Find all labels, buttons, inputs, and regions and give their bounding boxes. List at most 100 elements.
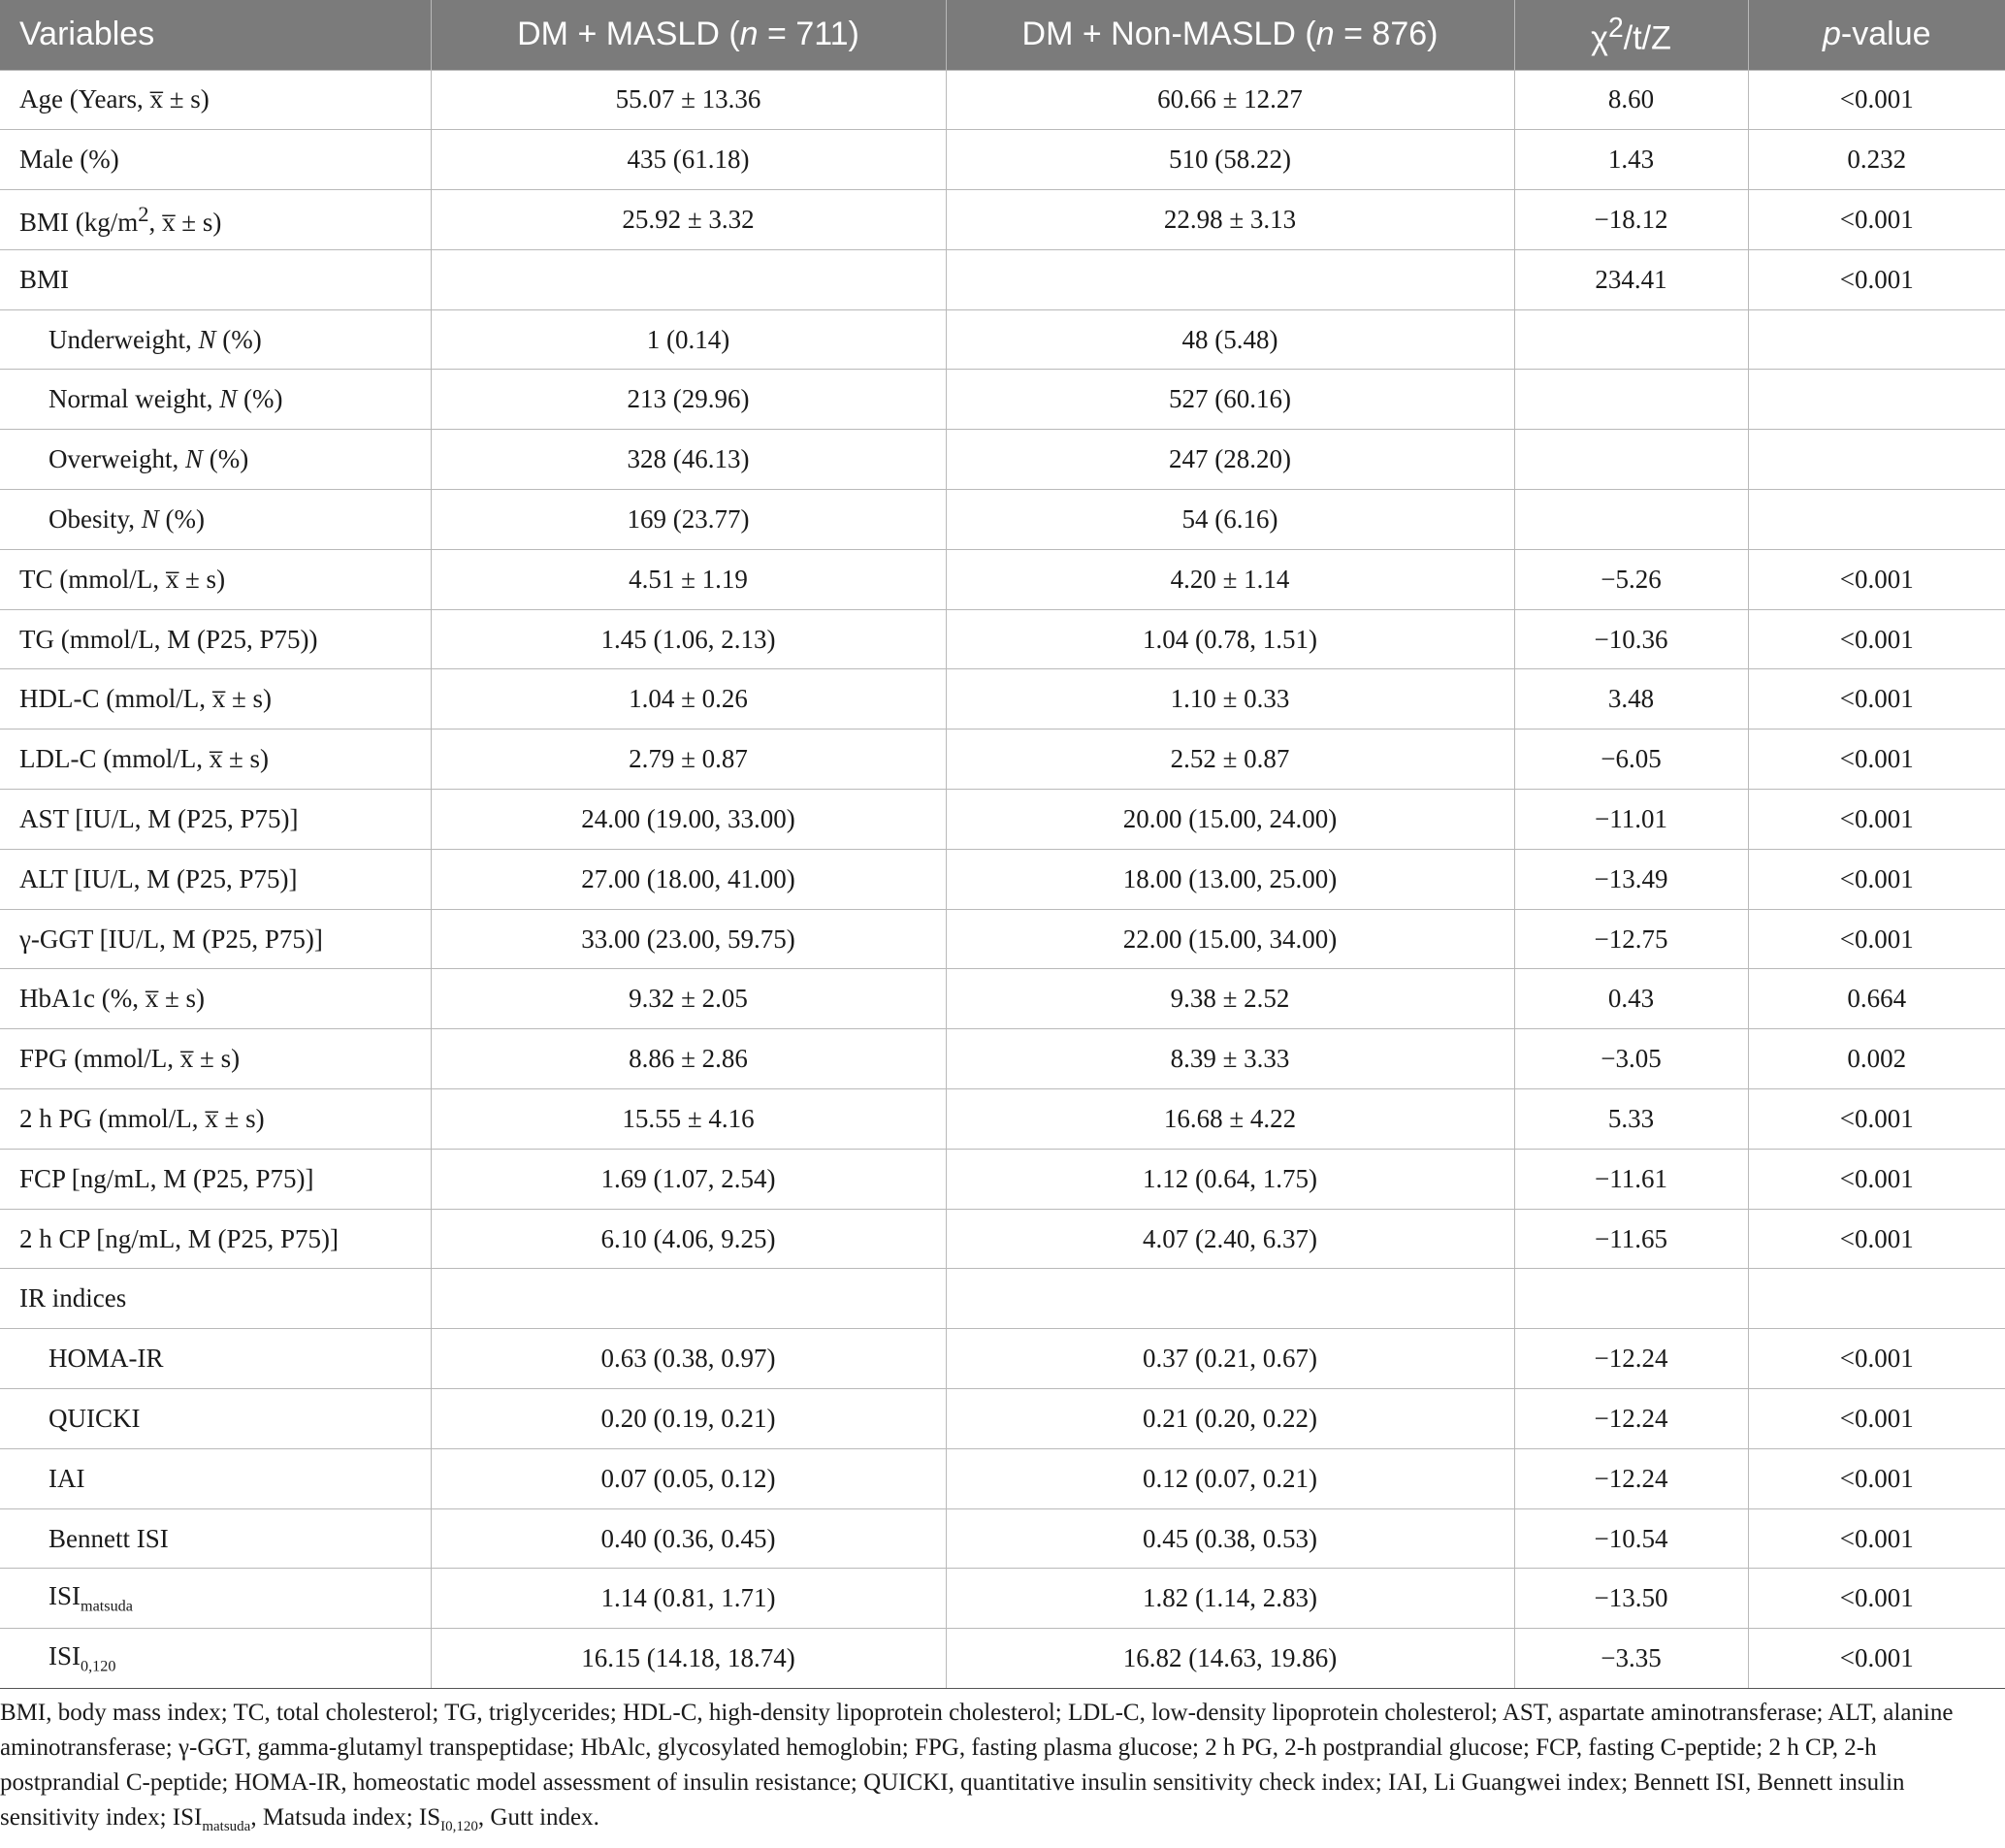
row-label: BMI (kg/m2, x̅ ± s): [0, 189, 431, 250]
cell-non-masld: 0.12 (0.07, 0.21): [945, 1447, 1514, 1509]
row-label: ALT [IU/L, M (P25, P75)]: [0, 848, 431, 910]
header-non-masld-prefix: DM + Non-MASLD (: [1021, 16, 1316, 53]
cell-non-masld: 1.82 (1.14, 2.83): [945, 1568, 1514, 1630]
cell-non-masld: 4.20 ± 1.14: [945, 548, 1514, 610]
cell-non-masld: 22.00 (15.00, 34.00): [945, 908, 1514, 970]
cell-pvalue: <0.001: [1747, 1628, 2005, 1690]
cell-masld: 1.04 ± 0.26: [430, 668, 946, 730]
table-row: FCP [ng/mL, M (P25, P75)] 1.69 (1.07, 2.…: [0, 1148, 2005, 1210]
table-row: QUICKI 0.20 (0.19, 0.21) 0.21 (0.20, 0.2…: [0, 1388, 2005, 1449]
cell-statistic: 5.33: [1513, 1088, 1748, 1150]
cell-pvalue: <0.001: [1747, 1388, 2005, 1449]
table-row: ISImatsuda 1.14 (0.81, 1.71) 1.82 (1.14,…: [0, 1568, 2005, 1630]
cell-masld: [430, 248, 946, 310]
table-header: Variables DM + MASLD (n = 711) DM + Non-…: [0, 0, 2005, 70]
cell-masld: 27.00 (18.00, 41.00): [430, 848, 946, 910]
cell-pvalue: <0.001: [1747, 608, 2005, 670]
row-label: HOMA-IR: [0, 1328, 431, 1390]
row-label-italic: N: [219, 384, 238, 414]
cell-statistic: −12.75: [1513, 908, 1748, 970]
row-label-pre: BMI (kg/m: [19, 207, 139, 237]
cell-pvalue: <0.001: [1747, 548, 2005, 610]
header-masld: DM + MASLD (n = 711): [430, 0, 946, 70]
cell-non-masld: 1.12 (0.64, 1.75): [945, 1148, 1514, 1210]
header-non-masld-n: n: [1315, 16, 1335, 53]
cell-non-masld: 54 (6.16): [945, 489, 1514, 550]
cell-non-masld: 247 (28.20): [945, 429, 1514, 491]
cell-pvalue: [1747, 369, 2005, 431]
header-stat-sup: 2: [1607, 12, 1624, 44]
cell-pvalue: [1747, 489, 2005, 550]
row-label-post: (%): [237, 384, 283, 414]
table-row: Age (Years, x̅ ± s) 55.07 ± 13.36 60.66 …: [0, 69, 2005, 131]
cell-non-masld: 0.21 (0.20, 0.22): [945, 1388, 1514, 1449]
header-masld-suffix: = 711): [758, 16, 859, 53]
cell-masld: 1 (0.14): [430, 308, 946, 371]
table-row: BMI 234.41 <0.001: [0, 248, 2005, 310]
row-label-post: (%): [158, 503, 205, 534]
cell-pvalue: 0.232: [1747, 129, 2005, 191]
cell-non-masld: 20.00 (15.00, 24.00): [945, 789, 1514, 850]
table-row: FPG (mmol/L, x̅ ± s) 8.86 ± 2.86 8.39 ± …: [0, 1028, 2005, 1090]
row-label: Overweight, N (%): [0, 429, 431, 491]
header-variables: Variables: [0, 0, 431, 70]
header-stat-rest: /t/Z: [1623, 18, 1671, 56]
cell-non-masld: 18.00 (13.00, 25.00): [945, 848, 1514, 910]
cell-non-masld: 60.66 ± 12.27: [945, 69, 1514, 131]
cell-masld: 0.63 (0.38, 0.97): [430, 1328, 946, 1390]
row-label: AST [IU/L, M (P25, P75)]: [0, 789, 431, 850]
row-label: 2 h PG (mmol/L, x̅ ± s): [0, 1088, 431, 1150]
cell-pvalue: <0.001: [1747, 1508, 2005, 1570]
header-variables-text: Variables: [19, 16, 155, 53]
table-body: Age (Years, x̅ ± s) 55.07 ± 13.36 60.66 …: [0, 69, 2005, 1690]
header-masld-prefix: DM + MASLD (: [517, 16, 740, 53]
cell-statistic: −13.50: [1513, 1568, 1748, 1630]
cell-statistic: [1513, 429, 1748, 491]
row-label: 2 h CP [ng/mL, M (P25, P75)]: [0, 1208, 431, 1270]
cell-statistic: 8.60: [1513, 69, 1748, 131]
cell-pvalue: <0.001: [1747, 848, 2005, 910]
cell-statistic: −10.54: [1513, 1508, 1748, 1570]
cell-non-masld: 4.07 (2.40, 6.37): [945, 1208, 1514, 1270]
row-label-pre: ISI: [49, 1640, 81, 1670]
table-footnote: BMI, body mass index; TC, total choleste…: [0, 1696, 1998, 1844]
footnote-part1: BMI, body mass index; TC, total choleste…: [0, 1700, 1954, 1831]
row-label-pre: Normal weight,: [49, 384, 220, 414]
cell-masld: 213 (29.96): [430, 369, 946, 431]
cell-statistic: −3.35: [1513, 1628, 1748, 1690]
cell-masld: 55.07 ± 13.36: [430, 69, 946, 131]
cell-statistic: 234.41: [1513, 248, 1748, 310]
cell-non-masld: 0.37 (0.21, 0.67): [945, 1328, 1514, 1390]
table-row: IAI 0.07 (0.05, 0.12) 0.12 (0.07, 0.21) …: [0, 1447, 2005, 1509]
table-row: Overweight, N (%) 328 (46.13) 247 (28.20…: [0, 429, 2005, 491]
row-label-pre: Overweight,: [49, 444, 185, 474]
table-row: ISI0,120 16.15 (14.18, 18.74) 16.82 (14.…: [0, 1628, 2005, 1690]
cell-statistic: 3.48: [1513, 668, 1748, 730]
table-row: HOMA-IR 0.63 (0.38, 0.97) 0.37 (0.21, 0.…: [0, 1328, 2005, 1390]
row-label: γ-GGT [IU/L, M (P25, P75)]: [0, 908, 431, 970]
cell-non-masld: 16.68 ± 4.22: [945, 1088, 1514, 1150]
cell-pvalue: <0.001: [1747, 908, 2005, 970]
row-label: HDL-C (mmol/L, x̅ ± s): [0, 668, 431, 730]
row-label: IAI: [0, 1447, 431, 1509]
row-label: Bennett ISI: [0, 1508, 431, 1570]
row-label-pre: Obesity,: [49, 503, 142, 534]
cell-pvalue: <0.001: [1747, 1328, 2005, 1390]
footnote-part3: , Gutt index.: [477, 1804, 599, 1831]
row-label: HbA1c (%, x̅ ± s): [0, 968, 431, 1030]
row-label-post: , x̅ ± s): [148, 207, 222, 237]
cell-masld: 1.14 (0.81, 1.71): [430, 1568, 946, 1630]
cell-pvalue: <0.001: [1747, 248, 2005, 310]
cell-statistic: −6.05: [1513, 729, 1748, 791]
row-label-italic: N: [184, 444, 203, 474]
cell-pvalue: <0.001: [1747, 1568, 2005, 1630]
cell-statistic: −11.65: [1513, 1208, 1748, 1270]
cell-pvalue: <0.001: [1747, 729, 2005, 791]
cell-pvalue: <0.001: [1747, 668, 2005, 730]
cell-statistic: 1.43: [1513, 129, 1748, 191]
cell-pvalue: [1747, 308, 2005, 371]
row-label-pre: Underweight,: [49, 324, 199, 354]
row-label-post: (%): [215, 324, 262, 354]
cell-masld: 0.40 (0.36, 0.45): [430, 1508, 946, 1570]
